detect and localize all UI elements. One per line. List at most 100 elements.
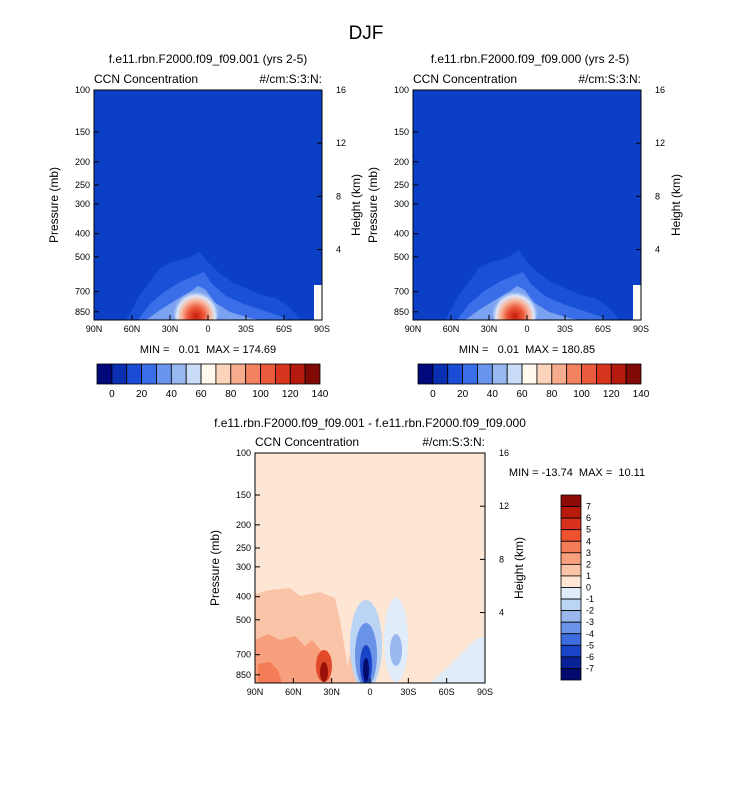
y-tick-label: 200 [236,520,251,530]
panel-2-ylabel: Pressure (mb) [366,167,380,243]
colorbar-swatch [96,363,113,385]
colorbar-swatch [289,363,306,385]
y-tick-label: 300 [75,199,90,209]
y-tick-label: 250 [394,180,409,190]
y-tick-label: 100 [394,85,409,95]
colorbar-swatch [462,363,478,385]
diff-contour-5 [320,662,328,682]
colorbar-swatch [560,633,582,646]
height-tick-label: 4 [655,245,660,255]
y-tick-label: 250 [236,543,251,553]
x-tick-label: 0 [367,687,372,697]
diff-ylabel-right: Height (km) [512,537,526,599]
y-tick-label: 200 [394,157,409,167]
x-tick-label: 90S [314,324,330,334]
y-tick-label: 700 [75,287,90,297]
x-tick-label: 90N [405,324,422,334]
colorbar-label: -3 [586,617,594,627]
panel-1-stats: MIN = 0.01 MAX = 174.69 [140,344,276,356]
panel-2-x-ticks: 90N 60N 30N 0 30S 60S 90S [405,315,649,334]
colorbar-label: 1 [586,571,591,581]
colorbar-label: 80 [225,389,237,400]
colorbar-swatch [581,363,597,385]
panel-diff: f.e11.rbn.F2000.f09_f09.001 - f.e11.rbn.… [208,416,645,697]
height-tick-label: 8 [655,191,660,201]
y-tick-label: 150 [394,127,409,137]
colorbar-label: 20 [136,389,148,400]
colorbar-label: -4 [586,629,594,639]
height-tick-label: 12 [655,138,665,148]
panel-1-x-ticks: 90N 60N 30N 0 30S 60S 90S [86,315,330,334]
diff-x-ticks: 90N 60N 30N 0 30S 60S 90S [247,678,493,697]
colorbar-label: 0 [586,583,591,593]
panel-2-title: f.e11.rbn.F2000.f09_f09.000 (yrs 2-5) [431,52,630,66]
y-tick-label: 250 [75,180,90,190]
colorbar-swatch [447,363,464,385]
colorbar-swatch [245,363,261,385]
colorbar-swatch [560,668,582,681]
colorbar-label: -1 [586,594,594,604]
colorbar-swatch [560,644,582,658]
y-tick-label: 400 [394,229,409,239]
panel-1: f.e11.rbn.F2000.f09_f09.001 (yrs 2-5) CC… [47,52,363,400]
colorbar-label: 120 [603,389,620,400]
y-tick-label: 150 [236,490,251,500]
diff-ylabel: Pressure (mb) [208,530,222,606]
diff-left-label: CCN Concentration [255,435,359,449]
colorbar-swatch [560,610,582,623]
y-tick-label: 100 [236,448,251,458]
diff-y-ticks: 100 150 200 250 300 400 500 700 850 [236,448,260,680]
colorbar-label: 60 [196,389,208,400]
x-tick-label: 60N [443,324,460,334]
panel-1-h-ticks: 4 8 12 16 [317,85,346,255]
x-tick-label: 30S [400,687,416,697]
y-tick-label: 500 [394,252,409,262]
panel-2-hotspot [491,280,539,320]
colorbar-label: -7 [586,663,594,673]
panel-2-colorbar: 0 20 40 60 80 100 120 140 [417,363,650,400]
colorbar-swatch [560,552,582,565]
colorbar-swatch [560,598,582,612]
panel-1-right-label: #/cm:S:3:N: [259,72,322,86]
diff-right-label: #/cm:S:3:N: [422,435,485,449]
height-tick-label: 4 [499,608,504,618]
height-tick-label: 16 [655,85,665,95]
panel-1-colorbar: 0 20 40 60 80 100 120 140 [96,363,329,400]
x-tick-label: 60S [276,324,292,334]
y-tick-label: 400 [75,229,90,239]
colorbar-label: -2 [586,606,594,616]
colorbar-swatch [560,517,582,531]
y-tick-label: 400 [236,592,251,602]
diff-contour-12 [390,634,402,666]
colorbar-label: 4 [586,536,591,546]
x-tick-label: 90N [247,687,264,697]
panel-1-y-ticks: 100 150 200 250 300 400 500 700 850 [75,85,99,317]
height-tick-label: 16 [336,85,346,95]
colorbar-swatch [560,621,582,635]
colorbar-label: 140 [312,389,329,400]
x-tick-label: 30S [557,324,573,334]
colorbar-swatch [126,363,142,385]
height-tick-label: 8 [336,191,341,201]
colorbar-swatch [230,363,247,385]
diff-contour-3 [258,662,282,683]
diff-contour-13 [430,636,485,683]
colorbar-swatch [491,363,508,385]
x-tick-label: 90S [633,324,649,334]
height-tick-label: 12 [499,501,509,511]
colorbar-label: -6 [586,652,594,662]
x-tick-label: 30N [481,324,498,334]
diff-title: f.e11.rbn.F2000.f09_f09.001 - f.e11.rbn.… [214,416,526,430]
colorbar-swatch [551,363,568,385]
colorbar-swatch [536,363,553,385]
height-tick-label: 8 [499,554,504,564]
colorbar-swatch [200,363,217,385]
colorbar-swatch [560,587,582,600]
colorbar-label: 7 [586,502,591,512]
y-tick-label: 850 [394,307,409,317]
colorbar-label: 2 [586,559,591,569]
colorbar-label: 100 [573,389,590,400]
x-tick-label: 30N [162,324,179,334]
colorbar-label: 20 [457,389,469,400]
x-tick-label: 30S [238,324,254,334]
